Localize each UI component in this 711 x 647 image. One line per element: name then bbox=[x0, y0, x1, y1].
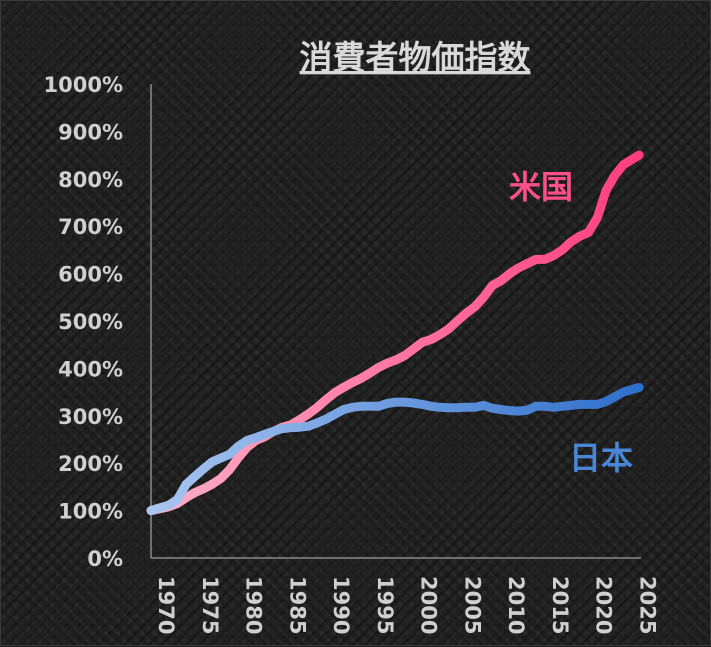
series-line-us bbox=[146, 150, 644, 516]
series-label-japan: 日本 bbox=[569, 439, 633, 477]
x-tick-label: 2025 bbox=[635, 576, 659, 634]
y-tick-label: 100% bbox=[58, 500, 123, 524]
x-tick-label: 2010 bbox=[504, 576, 528, 634]
x-tick-label: 2020 bbox=[592, 576, 616, 634]
y-tick-label: 600% bbox=[58, 263, 123, 287]
x-tick-label: 1970 bbox=[154, 576, 178, 634]
chart-title: 消費者物価指数 bbox=[300, 38, 532, 77]
x-tick-label: 2000 bbox=[417, 576, 441, 634]
y-axis: 0% 100% 200% 300% 400% 500% 600% 700% 800% 900% 10… bbox=[44, 73, 152, 571]
series-lines bbox=[146, 150, 644, 516]
series-label-us: 米国 bbox=[509, 168, 573, 206]
x-tick-label: 2015 bbox=[548, 576, 572, 634]
x-axis: 1970 1975 1980 1985 1990 1995 2000 2005 2010 2015… bbox=[151, 557, 659, 634]
x-tick-label: 1985 bbox=[285, 576, 309, 634]
y-tick-label: 700% bbox=[58, 215, 123, 239]
x-tick-label: 2005 bbox=[460, 576, 484, 634]
x-tick-label: 1995 bbox=[373, 576, 397, 634]
y-tick-label: 200% bbox=[58, 452, 123, 476]
series-line-japan bbox=[146, 382, 644, 516]
y-tick-label: 1000% bbox=[44, 73, 124, 97]
y-tick-label: 300% bbox=[58, 405, 123, 429]
x-tick-label: 1975 bbox=[198, 576, 222, 634]
x-tick-label: 1980 bbox=[242, 576, 266, 634]
y-tick-label: 400% bbox=[58, 357, 123, 381]
y-tick-label: 0% bbox=[87, 547, 123, 571]
y-tick-label: 800% bbox=[58, 168, 123, 192]
x-tick-label: 1990 bbox=[329, 576, 353, 634]
y-tick-label: 900% bbox=[58, 120, 123, 144]
y-tick-label: 500% bbox=[58, 310, 123, 334]
